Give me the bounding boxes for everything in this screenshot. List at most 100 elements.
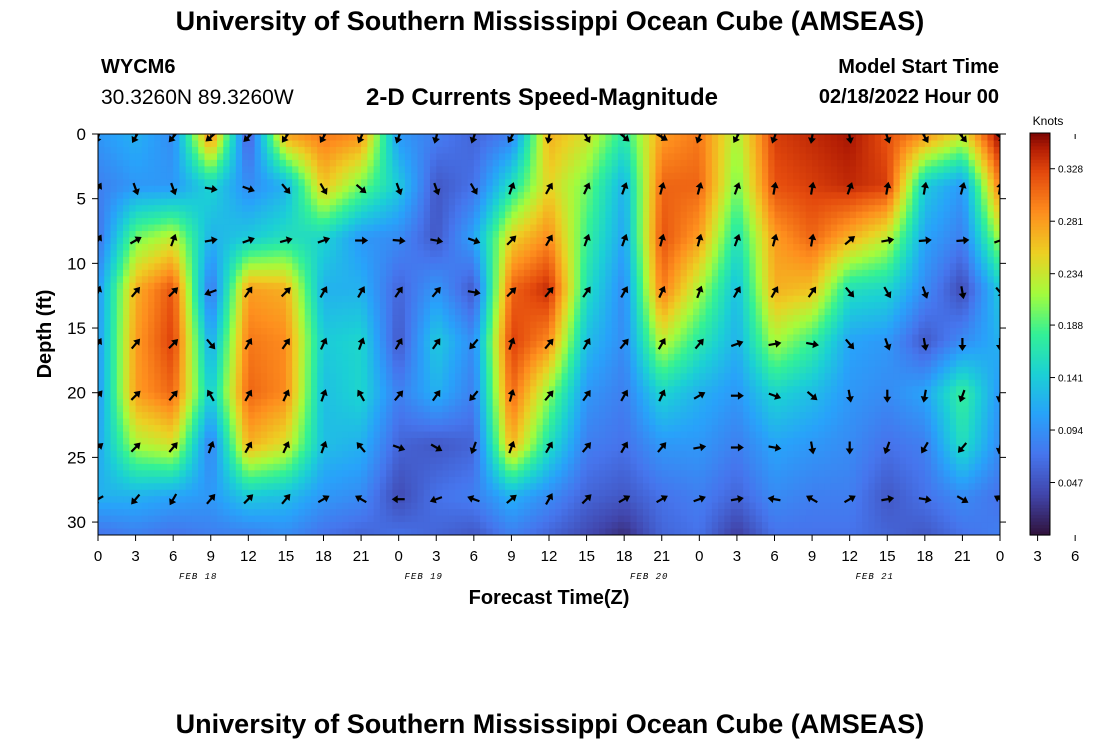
heatmap-cell <box>455 134 462 142</box>
heatmap-cell <box>398 218 406 226</box>
heatmap-cell <box>361 263 368 271</box>
heatmap-cell <box>179 166 187 174</box>
heatmap-cell <box>110 231 118 239</box>
heatmap-cell <box>549 250 556 258</box>
heatmap-cell <box>242 282 249 290</box>
heatmap-cell <box>185 198 193 206</box>
heatmap-cell <box>530 353 538 361</box>
heatmap-cell <box>292 243 300 252</box>
heatmap-cell <box>580 250 588 258</box>
heatmap-cell <box>123 360 130 368</box>
heatmap-cell <box>480 179 487 187</box>
heatmap-cell <box>242 179 249 187</box>
heatmap-cell <box>367 224 375 232</box>
heatmap-cell <box>123 172 130 180</box>
heatmap-cell <box>404 386 412 394</box>
heatmap-cell <box>373 366 381 374</box>
heatmap-cell <box>354 295 362 303</box>
heatmap-cell <box>273 295 281 303</box>
heatmap-cell <box>185 450 193 458</box>
station-id: WYCM6 <box>101 56 176 78</box>
heatmap-cell <box>304 295 312 303</box>
heatmap-cell <box>404 289 412 297</box>
heatmap-cell <box>210 263 218 271</box>
heatmap-cell <box>267 308 274 316</box>
heatmap-cell <box>166 308 174 316</box>
heatmap-cell <box>285 159 293 167</box>
heatmap-cell <box>348 289 356 297</box>
heatmap-cell <box>242 192 249 200</box>
heatmap-cell <box>173 418 181 426</box>
heatmap-cell <box>154 328 162 336</box>
heatmap-cell <box>574 340 581 349</box>
heatmap-cell <box>123 386 130 394</box>
heatmap-cell <box>592 425 600 433</box>
heatmap-cell <box>329 437 337 446</box>
heatmap-cell <box>267 360 274 368</box>
heatmap-cell <box>204 243 212 252</box>
heatmap-cell <box>166 392 174 400</box>
heatmap-cell <box>536 295 544 303</box>
heatmap-cell <box>461 379 469 387</box>
heatmap-cell <box>599 185 606 193</box>
heatmap-cell <box>517 418 525 426</box>
heatmap-cell <box>511 392 519 400</box>
heatmap-cell <box>580 425 588 433</box>
heatmap-cell <box>511 185 519 193</box>
heatmap-cell <box>110 444 118 452</box>
heatmap-cell <box>179 379 187 387</box>
heatmap-cell <box>342 399 350 407</box>
heatmap-cell <box>273 134 281 142</box>
heatmap-cell <box>536 379 544 387</box>
heatmap-cell <box>185 211 193 219</box>
heatmap-cell <box>423 321 431 329</box>
heatmap-cell <box>480 489 487 497</box>
heatmap-cell <box>310 276 318 284</box>
heatmap-cell <box>336 418 343 426</box>
heatmap-cell <box>110 373 118 381</box>
heatmap-cell <box>461 470 469 478</box>
heatmap-cell <box>574 463 581 471</box>
heatmap-cell <box>223 282 231 290</box>
heatmap-cell <box>104 218 112 226</box>
heatmap-cell <box>373 515 381 523</box>
heatmap-cell <box>129 502 137 510</box>
heatmap-cell <box>198 379 206 387</box>
heatmap-cell <box>486 250 494 258</box>
heatmap-cell <box>285 211 293 219</box>
heatmap-cell <box>148 373 155 381</box>
heatmap-cell <box>467 334 475 342</box>
heatmap-cell <box>486 198 494 206</box>
heatmap-cell <box>467 263 475 271</box>
heatmap-cell <box>317 366 325 374</box>
heatmap-cell <box>129 470 137 478</box>
heatmap-cell <box>317 444 325 452</box>
heatmap-cell <box>279 399 287 407</box>
heatmap-cell <box>267 205 274 213</box>
heatmap-cell <box>254 185 262 193</box>
heatmap-cell <box>417 386 425 394</box>
heatmap-cell <box>166 457 174 465</box>
heatmap-cell <box>116 437 124 446</box>
heatmap-cell <box>198 470 206 478</box>
heatmap-cell <box>574 302 581 310</box>
heatmap-cell <box>392 205 400 213</box>
heatmap-cell <box>110 457 118 465</box>
heatmap-cell <box>348 515 356 523</box>
heatmap-cell <box>599 192 606 200</box>
heatmap-cell <box>310 321 318 329</box>
heatmap-cell <box>555 205 563 213</box>
heatmap-cell <box>135 315 143 323</box>
heatmap-cell <box>555 444 563 452</box>
heatmap-cell <box>498 425 506 433</box>
heatmap-cell <box>279 373 287 381</box>
heatmap-cell <box>542 263 550 271</box>
heatmap-cell <box>235 153 243 161</box>
heatmap-cell <box>267 379 274 387</box>
heatmap-cell <box>386 159 393 167</box>
heatmap-cell <box>367 509 375 517</box>
heatmap-cell <box>204 366 212 374</box>
heatmap-cell <box>361 315 368 323</box>
heatmap-cell <box>461 146 469 155</box>
heatmap-cell <box>348 528 356 535</box>
